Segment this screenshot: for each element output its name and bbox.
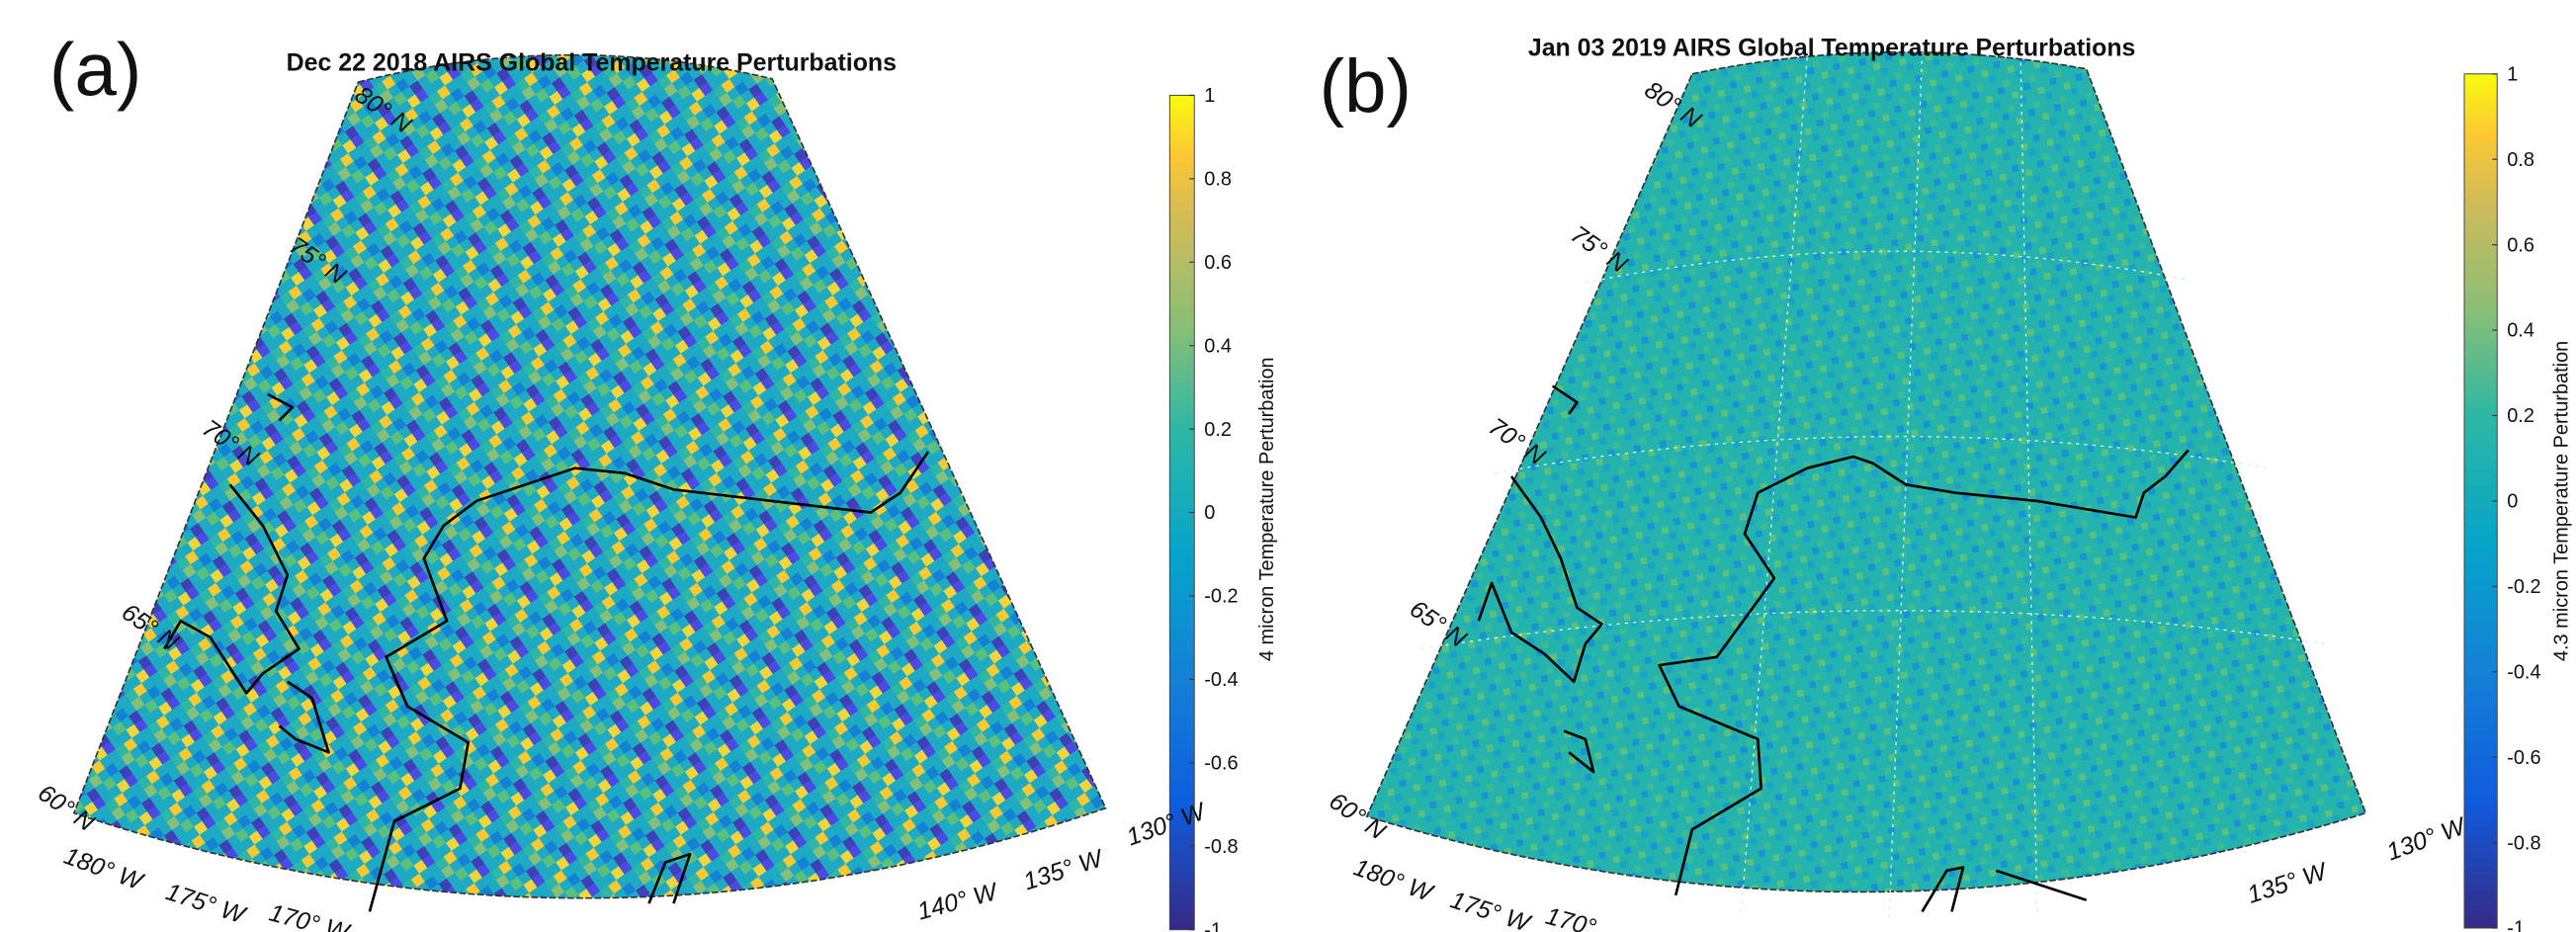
map-field — [1366, 51, 2366, 892]
coastline — [1551, 384, 1579, 415]
colorbar-tick-label: 0.2 — [1204, 419, 1232, 441]
longitude-label: 175° W — [162, 878, 250, 930]
panel-title: Jan 03 2019 AIRS Global Temperature Pert… — [1528, 35, 2136, 62]
longitude-label: 130° W — [1123, 797, 1211, 851]
colorbar-tick-label: 1 — [1204, 85, 1215, 107]
map-border — [72, 53, 1107, 899]
colorbar-tick-label: -0.6 — [1204, 752, 1238, 774]
colorbar-tick-label: -0.2 — [2507, 576, 2540, 598]
figure-body: (a) Dec 22 2018 AIRS Global Temperature P… — [33, 28, 2573, 932]
coastline — [1477, 475, 1603, 684]
colorbar-tick-label: -1 — [2507, 918, 2525, 932]
longitude-label: 180° W — [60, 842, 148, 896]
colorbar-tick-label: 1 — [2507, 63, 2518, 85]
colorbar-tick-label: 0.4 — [2507, 320, 2534, 342]
map-field — [73, 54, 1106, 898]
longitude-label: 140° W — [914, 878, 1002, 926]
colorbar-tick-label: -0.4 — [1204, 669, 1238, 691]
colorbar-tick-label: 0.8 — [2507, 149, 2534, 171]
colorbar-label: 4.3 micron Temperature Perturbation — [2551, 341, 2573, 661]
longitude-label: 180° W — [1350, 854, 1438, 908]
longitude-label: 135° W — [1020, 844, 1108, 896]
colorbar-tick-label: -0.6 — [2507, 747, 2540, 769]
coastline — [1563, 729, 1595, 774]
longitude-label: 170° W — [266, 898, 354, 932]
colorbar-tick-label: -1 — [1204, 919, 1222, 932]
colorbar-tick-label: -0.2 — [1204, 586, 1238, 608]
panel-label: (a) — [49, 28, 141, 112]
panel-title: Dec 22 2018 AIRS Global Temperature Pert… — [287, 48, 897, 76]
coastline — [1658, 449, 2190, 896]
longitude-label: 135° W — [2244, 857, 2332, 909]
longitude-label: 130° W — [2383, 811, 2471, 866]
coastline — [267, 392, 295, 422]
colorbar-tick-label: 0 — [2507, 491, 2518, 513]
coastline — [1921, 866, 2088, 913]
longitude-label: 175° W — [1447, 887, 1535, 932]
colorbar-tick-label: -0.8 — [1204, 836, 1238, 858]
coastline — [647, 852, 692, 904]
colorbar-tick-label: 0.4 — [1204, 335, 1232, 357]
latitude-label: 70° N — [1484, 412, 1550, 470]
colorbar-tick-label: 0.2 — [2507, 405, 2534, 427]
coastline — [278, 680, 330, 754]
colorbar-tick-label: -0.4 — [2507, 661, 2540, 683]
colorbar — [2463, 73, 2498, 929]
colorbar-label: 4 micron Temperature Perturbation — [1256, 357, 1278, 661]
colorbar-tick-label: 0.8 — [1204, 168, 1232, 190]
map-border — [1365, 50, 2367, 893]
colorbar-tick-label: 0.6 — [1204, 252, 1232, 274]
coastline — [163, 483, 301, 695]
colorbar-tick-label: 0.6 — [2507, 234, 2534, 256]
colorbar-tick-label: 0 — [1204, 502, 1215, 524]
coastline — [368, 451, 930, 912]
longitude-label: 170° — [1543, 902, 1599, 932]
latitude-label: 75° N — [1566, 220, 1632, 279]
panel-label: (b) — [1320, 44, 1412, 128]
colorbar-tick-label: -0.8 — [2507, 832, 2540, 854]
